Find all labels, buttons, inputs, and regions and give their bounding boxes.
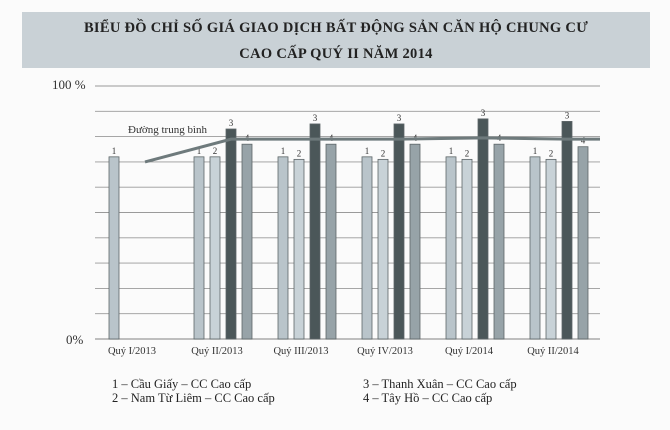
bar-label: 1: [449, 146, 454, 156]
bar-series-1: [193, 156, 205, 340]
bar-series-1: [445, 156, 457, 340]
chart-title-box: BIỂU ĐỒ CHỈ SỐ GIÁ GIAO DỊCH BẤT ĐỘNG SẢ…: [22, 12, 650, 68]
bar-label: 2: [549, 148, 554, 158]
x-axis-label: Quý IV/2013: [357, 346, 413, 357]
x-axis-label: Quý II/2014: [527, 346, 579, 357]
bar-label: 2: [213, 146, 218, 156]
bar-label: 1: [281, 146, 286, 156]
bar-series-3: [309, 123, 321, 340]
average-line: [144, 136, 600, 164]
bar-label: 3: [481, 108, 486, 118]
bar-label: 4: [581, 136, 586, 146]
bar-series-2: [377, 158, 389, 340]
bar-label: 3: [313, 113, 318, 123]
legend-item-tay-ho: 4 – Tây Hồ – CC Cao cấp: [363, 391, 493, 405]
bar-series-1: [361, 156, 373, 340]
bar-label: 2: [465, 148, 470, 158]
bar-label: 1: [533, 146, 538, 156]
bar-label: 1: [112, 146, 117, 156]
legend-item-nam-tu-liem: 2 – Nam Từ Liêm – CC Cao cấp: [112, 391, 275, 405]
bar-series-4: [409, 143, 421, 340]
bar-series-3: [477, 118, 489, 340]
bar-series-4: [241, 143, 253, 340]
bar-series-1: [277, 156, 289, 340]
bar-series-3: [561, 121, 573, 340]
bar-label: 3: [565, 110, 570, 120]
chart-title-line-1: BIỂU ĐỒ CHỈ SỐ GIÁ GIAO DỊCH BẤT ĐỘNG SẢ…: [83, 20, 589, 36]
bar-series-4: [325, 143, 337, 340]
bar-series-2: [461, 158, 473, 340]
average-line-label: Đường trung bình: [128, 124, 207, 136]
x-axis-label: Quý I/2014: [444, 346, 494, 357]
x-axis-label: Quý I/2013: [107, 346, 157, 357]
bar-label: 1: [365, 146, 370, 156]
bar-series-4: [577, 146, 589, 340]
chart-title-line-2: CAO CẤP QUÝ II NĂM 2014: [239, 46, 433, 62]
bar-series-2: [293, 158, 305, 340]
bar-series-3: [225, 128, 237, 340]
y-axis-min-label: 0%: [66, 332, 84, 347]
bar-label: 1: [197, 146, 202, 156]
bar-series-2: [209, 156, 221, 340]
x-axis-label: Quý III/2013: [273, 346, 329, 357]
bar-series-1: [529, 156, 541, 340]
legend-left: 1 – Cầu Giấy – CC Cao cấp 2 – Nam Từ Liê…: [112, 377, 275, 405]
legend-item-thanh-xuan: 3 – Thanh Xuân – CC Cao cấp: [363, 377, 517, 391]
bar-series-2: [545, 158, 557, 340]
bar-label: 3: [229, 118, 234, 128]
bar-series-4: [493, 143, 505, 340]
bar-label: 2: [297, 148, 302, 158]
y-axis-max-label: 100 %: [52, 77, 86, 92]
x-axis-label: Quý II/2013: [191, 346, 243, 357]
bar-series-1: [108, 156, 120, 340]
bar-series-3: [393, 123, 405, 340]
legend-right: 3 – Thanh Xuân – CC Cao cấp 4 – Tây Hồ –…: [363, 377, 517, 405]
bar-label: 3: [397, 113, 402, 123]
bar-label: 2: [381, 148, 386, 158]
legend-item-cau-giay: 1 – Cầu Giấy – CC Cao cấp: [112, 377, 252, 391]
